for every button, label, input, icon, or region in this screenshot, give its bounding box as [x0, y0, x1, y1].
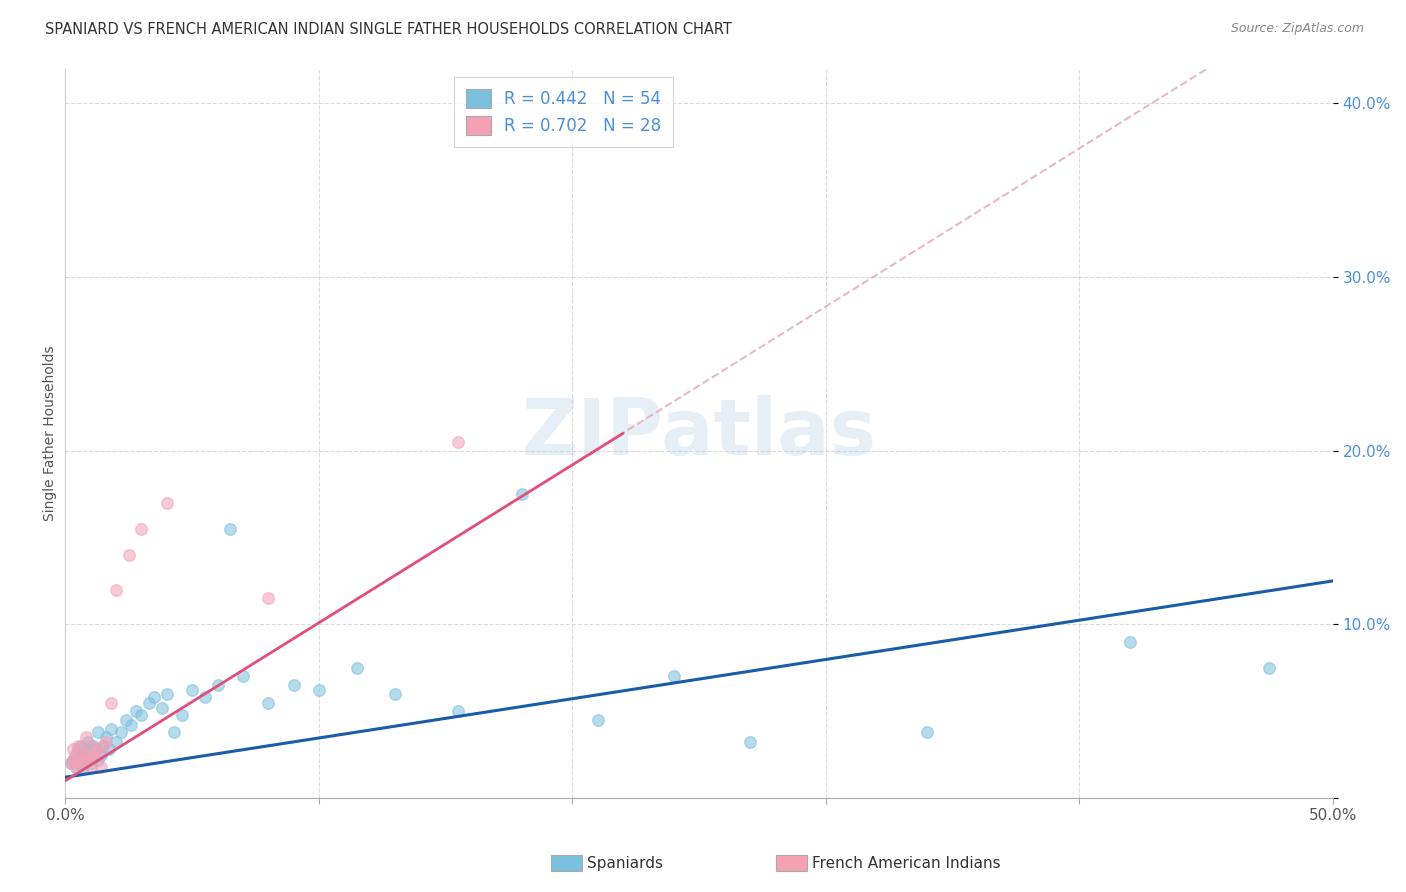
Point	[143, 690, 166, 705]
Text: French American Indians: French American Indians	[811, 856, 1000, 871]
Point	[90, 747, 112, 762]
Point	[131, 522, 153, 536]
Point	[69, 753, 91, 767]
Point	[1258, 661, 1281, 675]
Point	[93, 739, 115, 753]
Point	[59, 756, 82, 771]
Point	[94, 731, 117, 745]
Point	[447, 704, 470, 718]
Point	[67, 742, 90, 756]
Point	[84, 742, 107, 756]
Point	[586, 713, 609, 727]
Point	[156, 687, 179, 701]
Point	[738, 735, 761, 749]
Text: Spaniards: Spaniards	[586, 856, 662, 871]
Point	[1119, 634, 1142, 648]
Point	[915, 725, 938, 739]
Point	[87, 747, 110, 762]
Point	[80, 739, 103, 753]
Point	[125, 704, 148, 718]
Point	[308, 683, 330, 698]
Point	[447, 434, 470, 449]
Point	[232, 669, 254, 683]
Point	[82, 739, 104, 753]
Point	[219, 522, 242, 536]
Point	[75, 753, 97, 767]
Point	[72, 756, 94, 771]
Point	[75, 742, 97, 756]
Point	[62, 753, 84, 767]
Point	[69, 753, 91, 767]
Point	[69, 739, 91, 753]
Point	[82, 747, 104, 762]
Text: SPANIARD VS FRENCH AMERICAN INDIAN SINGLE FATHER HOUSEHOLDS CORRELATION CHART: SPANIARD VS FRENCH AMERICAN INDIAN SINGL…	[45, 22, 733, 37]
Point	[662, 669, 685, 683]
Point	[59, 756, 82, 771]
Point	[150, 700, 173, 714]
Point	[156, 496, 179, 510]
Point	[131, 707, 153, 722]
Text: Source: ZipAtlas.com: Source: ZipAtlas.com	[1230, 22, 1364, 36]
Point	[80, 756, 103, 771]
Text: ZIPatlas: ZIPatlas	[522, 395, 876, 471]
Point	[65, 760, 87, 774]
Point	[65, 747, 87, 762]
Point	[118, 548, 141, 562]
Point	[69, 742, 91, 756]
Y-axis label: Single Father Households: Single Father Households	[44, 345, 58, 521]
Point	[75, 731, 97, 745]
Point	[72, 760, 94, 774]
Point	[110, 725, 132, 739]
Point	[207, 678, 229, 692]
Point	[257, 591, 280, 606]
Point	[510, 487, 533, 501]
Point	[105, 582, 128, 597]
Point	[65, 760, 87, 774]
Point	[384, 687, 406, 701]
Legend: R = 0.442   N = 54, R = 0.702   N = 28: R = 0.442 N = 54, R = 0.702 N = 28	[454, 77, 673, 147]
Point	[94, 735, 117, 749]
Point	[97, 742, 120, 756]
Point	[72, 747, 94, 762]
Point	[80, 747, 103, 762]
Point	[181, 683, 204, 698]
Point	[75, 747, 97, 762]
Point	[80, 760, 103, 774]
Point	[346, 661, 368, 675]
Point	[257, 696, 280, 710]
Point	[67, 739, 90, 753]
Point	[100, 696, 122, 710]
Point	[77, 735, 100, 749]
Point	[87, 753, 110, 767]
Point	[163, 725, 186, 739]
Point	[90, 760, 112, 774]
Point	[84, 742, 107, 756]
Point	[283, 678, 305, 692]
Point	[100, 722, 122, 736]
Point	[62, 742, 84, 756]
Point	[65, 747, 87, 762]
Point	[67, 756, 90, 771]
Point	[170, 707, 193, 722]
Point	[194, 690, 217, 705]
Point	[115, 713, 138, 727]
Point	[77, 753, 100, 767]
Point	[105, 735, 128, 749]
Point	[93, 739, 115, 753]
Point	[138, 696, 160, 710]
Point	[120, 718, 142, 732]
Point	[87, 725, 110, 739]
Point	[67, 756, 90, 771]
Point	[62, 753, 84, 767]
